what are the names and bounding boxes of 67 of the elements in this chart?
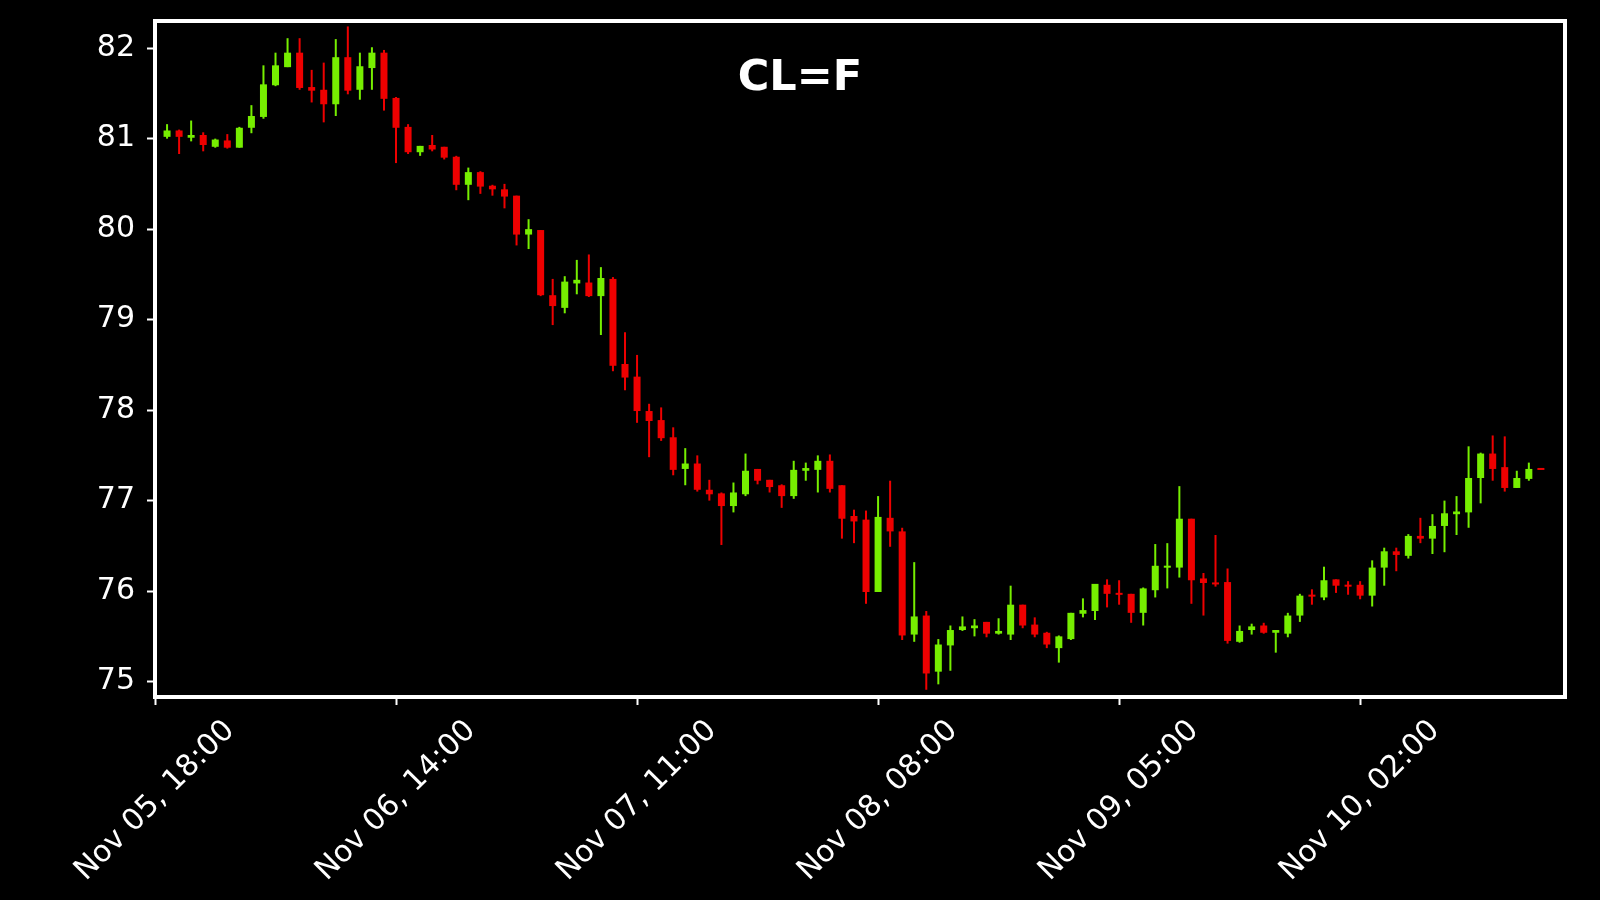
candlestick [1127, 592, 1135, 624]
candlestick [910, 561, 918, 643]
candlestick [1284, 611, 1292, 639]
candlestick [199, 131, 207, 153]
candlestick [946, 624, 954, 672]
candlestick [500, 182, 508, 210]
y-tick-label: 75 [96, 661, 135, 697]
candlestick [621, 331, 629, 392]
y-tick-label: 77 [96, 480, 135, 516]
candlestick [1489, 434, 1497, 482]
y-tick-label: 76 [96, 570, 135, 606]
candlestick [742, 452, 750, 498]
candlestick [1272, 629, 1280, 654]
candlestick [1392, 546, 1400, 573]
y-tick-label: 79 [96, 299, 135, 335]
candlestick [597, 266, 605, 337]
candlestick [1031, 616, 1039, 639]
candlestick [729, 481, 737, 514]
candlestick [1428, 513, 1436, 556]
candlestick [1212, 534, 1220, 588]
candlestick [549, 277, 557, 327]
candlestick [272, 51, 280, 88]
candlestick [778, 483, 786, 509]
candlestick [1525, 461, 1533, 482]
candlestick [1537, 467, 1545, 470]
y-tick-label: 82 [96, 27, 135, 63]
candlestick [1296, 592, 1304, 623]
candlestick [1501, 435, 1509, 493]
candlestick [585, 253, 593, 299]
candlestick [187, 119, 195, 143]
candlestick [645, 402, 653, 459]
candlestick [308, 68, 316, 104]
y-tick-label: 81 [96, 118, 135, 154]
candlestick [802, 461, 810, 482]
y-tick-label: 78 [96, 389, 135, 425]
candlestick [356, 51, 364, 101]
candlestick [1440, 499, 1448, 554]
candlestick [1079, 597, 1087, 619]
candlestick [1103, 578, 1111, 609]
candlestick [1115, 579, 1123, 606]
candlestick [1453, 495, 1461, 537]
candlestick [247, 104, 255, 135]
candlestick [476, 170, 484, 195]
candlestick [681, 447, 689, 487]
text: CL=F [737, 50, 863, 100]
candlestick [235, 125, 243, 149]
candlestick [1320, 565, 1328, 602]
candlestick [464, 166, 472, 202]
candlestick [1055, 634, 1063, 664]
candlestick [525, 218, 533, 251]
candlestick [886, 479, 894, 548]
candlestick [1356, 580, 1364, 601]
candlestick [1404, 533, 1412, 560]
candlestick [368, 46, 376, 91]
candlestick [284, 37, 292, 69]
candlestick [717, 491, 725, 546]
candlestick [1199, 572, 1207, 617]
candlestick [1416, 516, 1424, 545]
candlestick [814, 454, 822, 494]
candlestick [1163, 542, 1171, 590]
candlestick [175, 128, 183, 156]
candlestick [320, 61, 328, 124]
candlestick [657, 406, 665, 442]
candlestick [1380, 546, 1388, 587]
candlestick [1308, 588, 1316, 606]
candlestick [850, 508, 858, 545]
y-tick-label: 80 [96, 208, 135, 244]
